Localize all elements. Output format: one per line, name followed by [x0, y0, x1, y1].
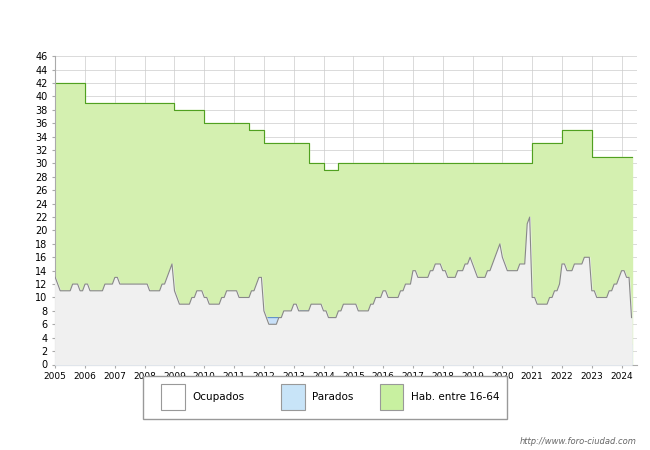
Bar [161, 384, 185, 410]
Text: http://www.foro-ciudad.com: http://www.foro-ciudad.com [520, 436, 637, 446]
Text: Hornillos del Camino - Evolucion de la poblacion en edad de Trabajar Mayo de 202: Hornillos del Camino - Evolucion de la p… [38, 17, 612, 30]
Bar [380, 384, 403, 410]
Text: Ocupados: Ocupados [192, 392, 244, 402]
Text: Parados: Parados [312, 392, 354, 402]
FancyBboxPatch shape [143, 376, 507, 419]
Text: Hab. entre 16-64: Hab. entre 16-64 [411, 392, 499, 402]
Bar [281, 384, 305, 410]
